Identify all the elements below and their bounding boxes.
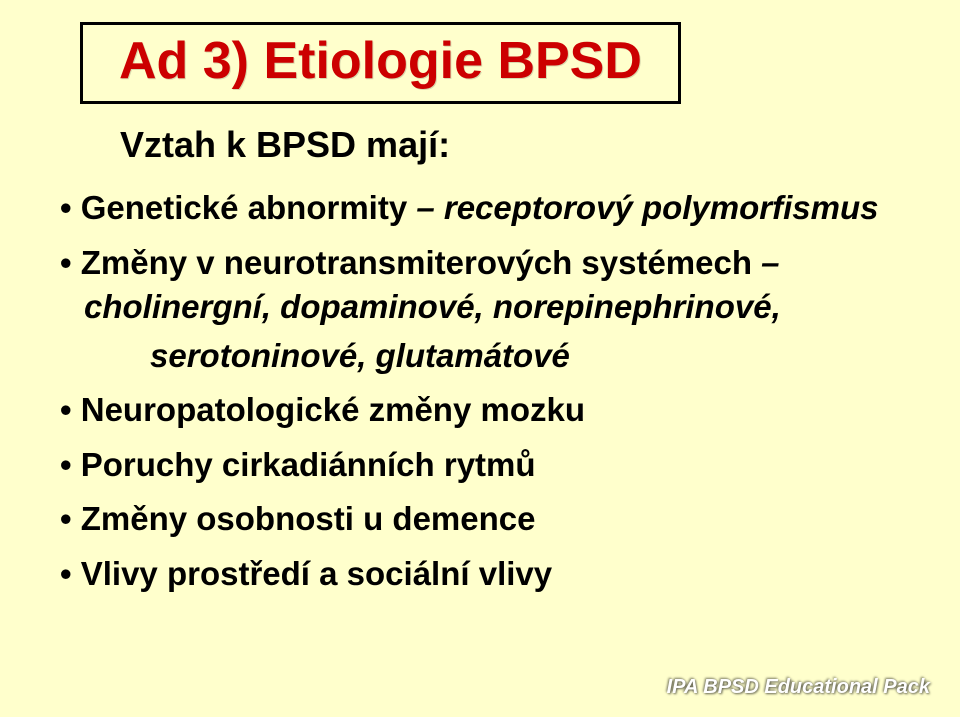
bullet-6: Vlivy prostředí a sociální vlivy bbox=[60, 552, 920, 597]
slide-title: Ad 3) Etiologie BPSD bbox=[119, 32, 642, 90]
bullet-list: Genetické abnormity – receptorový polymo… bbox=[60, 186, 920, 606]
bullet-2-line2: serotoninové, glutamátové bbox=[60, 334, 920, 379]
bullet-5: Změny osobnosti u demence bbox=[60, 497, 920, 542]
bullet-1-italic: – receptorový polymorfismus bbox=[416, 189, 878, 226]
title-box: Ad 3) Etiologie BPSD bbox=[80, 22, 681, 104]
footer-credit: IPA BPSD Educational Pack bbox=[667, 676, 930, 699]
bullet-4: Poruchy cirkadiánních rytmů bbox=[60, 443, 920, 488]
bullet-2: Změny v neurotransmiterových systémech –… bbox=[60, 241, 920, 330]
slide-subtitle: Vztah k BPSD mají: bbox=[120, 124, 450, 166]
bullet-2-prefix: Změny v neurotransmiterových systémech bbox=[81, 244, 761, 281]
bullet-2-italic-line1b: dopaminové, norepinephrinové, bbox=[271, 288, 781, 325]
bullet-1: Genetické abnormity – receptorový polymo… bbox=[60, 186, 920, 231]
bullet-1-prefix: Genetické abnormity bbox=[81, 189, 417, 226]
bullet-3: Neuropatologické změny mozku bbox=[60, 388, 920, 433]
